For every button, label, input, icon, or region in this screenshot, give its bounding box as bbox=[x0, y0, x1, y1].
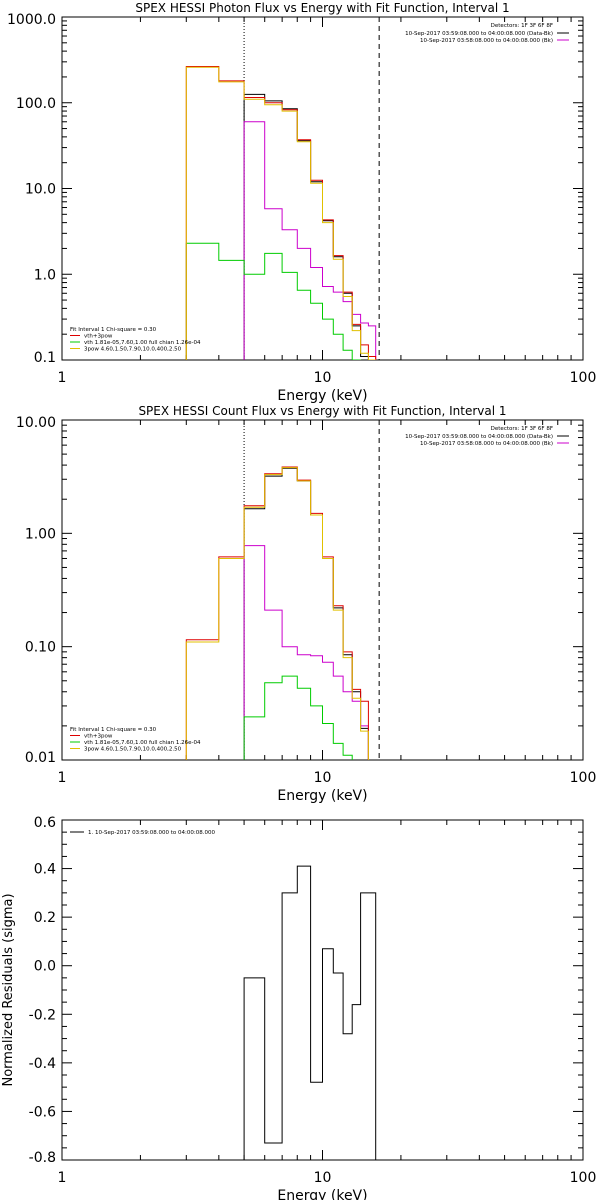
data-series-5 bbox=[185, 467, 369, 760]
y-tick-label: 0.4 bbox=[34, 862, 56, 878]
data-series-3 bbox=[185, 242, 362, 360]
legend-entry-label: 3pow 4.60,1.50,7.90,10.0,400,2.50 bbox=[84, 747, 182, 753]
x-axis-label: Energy (keV) bbox=[277, 788, 367, 804]
legend-entry-label: vth+3pow bbox=[84, 334, 113, 340]
data-series-1 bbox=[243, 93, 377, 360]
legend-header: Fit Interval 1 Chi-square = 0.30 bbox=[70, 727, 157, 733]
legend-top: Detectors: 1F 3F 6F 8F 10-Sep-2017 03:59:… bbox=[405, 23, 569, 44]
legend-header: Detectors: 1F 3F 6F 8F bbox=[491, 23, 553, 29]
y-tick-label: 0.0 bbox=[34, 959, 56, 975]
legend-bottom: Fit Interval 1 Chi-square = 0.30vth+3pow… bbox=[70, 727, 201, 753]
x-tick-label: 1 bbox=[58, 1170, 67, 1186]
series-group bbox=[185, 466, 369, 760]
y-tick-label: 0.6 bbox=[34, 815, 56, 831]
legend-top: 1. 10-Sep-2017 03:59:08.000 to 04:00:08.… bbox=[70, 830, 215, 836]
chart-panel-2: SPEX HESSI Count Flux vs Energy with Fit… bbox=[16, 404, 596, 804]
series-group bbox=[185, 66, 377, 360]
y-tick-label: 0.2 bbox=[34, 910, 56, 926]
chart-panel-3: 1 10 100 -0.8 -0.6 -0.4 -0.2 0.0 0.2 0.4 0.6 Energy… bbox=[1, 815, 596, 1200]
data-series-3 bbox=[243, 675, 353, 760]
legend-entry-label: vth+3pow bbox=[84, 734, 113, 740]
legend-header: Fit Interval 1 Chi-square = 0.30 bbox=[70, 327, 157, 333]
chart-panel-1: SPEX HESSI Photon Flux vs Energy with Fi… bbox=[7, 1, 596, 404]
legend-entry-label: 3pow 4.60,1.50,7.90,10.0,400,2.50 bbox=[84, 347, 182, 353]
chart-title: SPEX HESSI Photon Flux vs Energy with Fi… bbox=[135, 1, 509, 15]
chart-title: SPEX HESSI Count Flux vs Energy with Fit… bbox=[138, 404, 506, 418]
y-tick-label: 0.1 bbox=[34, 350, 56, 366]
legend-entry-label: 10-Sep-2017 03:58:08.000 to 04:00:08.000… bbox=[420, 441, 553, 447]
y-tick-label: 10.0 bbox=[25, 182, 56, 198]
legend-header: Detectors: 1F 3F 6F 8F bbox=[491, 426, 553, 432]
y-tick-label: 10.00 bbox=[16, 415, 56, 431]
data-series-1 bbox=[243, 865, 377, 1160]
legend-entry-label: vth 1.81e-05,7.60,1.00 full chian 1.26e-… bbox=[84, 340, 201, 346]
x-axis-label: Energy (keV) bbox=[277, 388, 367, 404]
data-series-5 bbox=[185, 66, 377, 360]
y-tick-label: -0.4 bbox=[29, 1056, 56, 1072]
x-axis-label: Energy (keV) bbox=[277, 1188, 367, 1200]
data-series-4 bbox=[185, 466, 369, 760]
data-series-2 bbox=[243, 121, 377, 360]
y-tick-label: 1.0 bbox=[34, 267, 56, 283]
data-series-4 bbox=[185, 66, 377, 360]
y-tick-label: 100.0 bbox=[16, 96, 56, 112]
legend-top: Detectors: 1F 3F 6F 8F 10-Sep-2017 03:59:… bbox=[405, 426, 569, 447]
y-axis-label: Normalized Residuals (sigma) bbox=[1, 893, 16, 1086]
data-series-1 bbox=[243, 467, 369, 760]
legend-entry-label: 10-Sep-2017 03:59:08.000 to 04:00:08.000… bbox=[405, 31, 553, 37]
x-tick-label: 1 bbox=[58, 370, 67, 386]
x-tick-label: 10 bbox=[314, 1170, 332, 1186]
y-tick-label: -0.8 bbox=[29, 1150, 56, 1166]
legend-entry-label: vth 1.81e-05,7.60,1.00 full chian 1.26e-… bbox=[84, 740, 201, 746]
y-tick-label: 1000.0 bbox=[7, 12, 56, 28]
legend-entry-label: 1. 10-Sep-2017 03:59:08.000 to 04:00:08.… bbox=[88, 830, 215, 836]
series-group bbox=[243, 865, 377, 1160]
data-series-2 bbox=[243, 545, 369, 760]
x-tick-label: 10 bbox=[314, 770, 332, 786]
y-tick-label: 0.10 bbox=[25, 640, 56, 656]
legend-entry-label: 10-Sep-2017 03:58:08.000 to 04:00:08.000… bbox=[420, 38, 553, 44]
y-tick-label: -0.2 bbox=[29, 1007, 56, 1023]
y-tick-label: 1.00 bbox=[25, 526, 56, 542]
y-tick-label: -0.6 bbox=[29, 1104, 56, 1120]
x-tick-label: 100 bbox=[570, 770, 597, 786]
x-tick-label: 10 bbox=[314, 370, 332, 386]
x-tick-label: 100 bbox=[570, 1170, 597, 1186]
legend-bottom: Fit Interval 1 Chi-square = 0.30vth+3pow… bbox=[70, 327, 201, 353]
y-tick-label: 0.01 bbox=[25, 750, 56, 766]
legend-entry-label: 10-Sep-2017 03:59:08.000 to 04:00:08.000… bbox=[405, 434, 553, 440]
x-tick-label: 100 bbox=[570, 370, 597, 386]
x-tick-label: 1 bbox=[58, 770, 67, 786]
